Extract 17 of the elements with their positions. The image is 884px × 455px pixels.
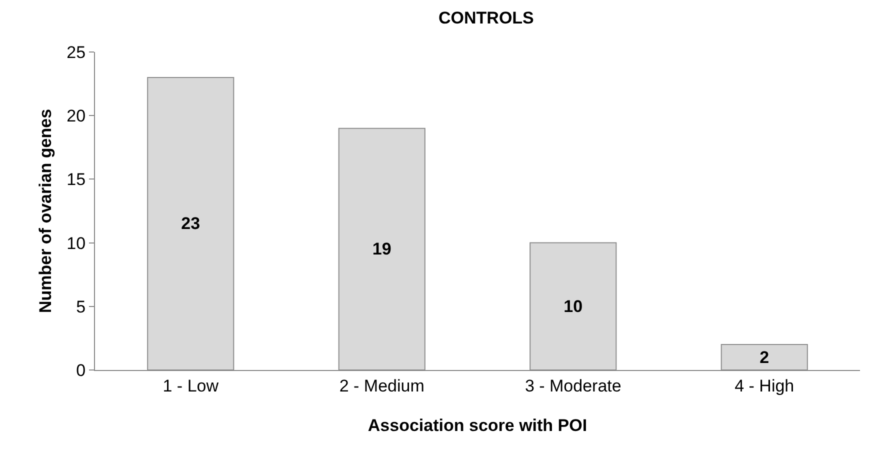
y-tick-label: 10 — [66, 234, 86, 253]
y-tick-label: 15 — [66, 170, 86, 190]
y-tick-label: 0 — [76, 360, 86, 380]
data-label: 23 — [181, 214, 200, 234]
data-label: 2 — [760, 348, 770, 367]
x-tick-label: 2 - Medium — [339, 376, 424, 396]
data-label: 10 — [564, 296, 583, 316]
y-tick-label: 25 — [66, 42, 86, 62]
y-tick-label: 20 — [66, 106, 86, 126]
data-label: 19 — [372, 240, 392, 259]
x-axis-title: Association score with POI — [368, 416, 588, 435]
x-tick-label: 3 - Moderate — [524, 376, 622, 396]
x-tick-label: 1 - Low — [162, 376, 220, 396]
chart-title: CONTROLS — [438, 8, 534, 28]
y-axis-title: Number of ovarian genes — [36, 108, 55, 314]
x-tick-label: 4 - High — [734, 376, 794, 396]
y-tick-label: 5 — [76, 297, 86, 316]
